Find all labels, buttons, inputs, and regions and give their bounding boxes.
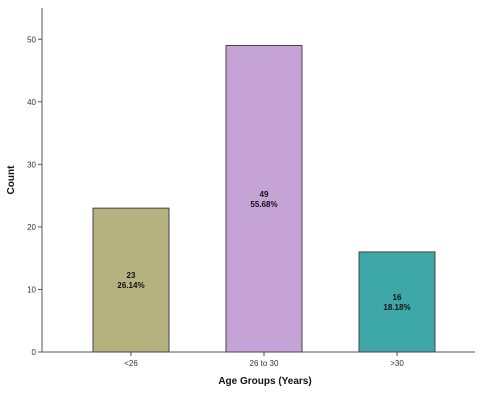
- x-axis-title: Age Groups (Years): [218, 376, 311, 387]
- y-tick-label: 10: [27, 285, 36, 294]
- x-tick-label: 26 to 30: [250, 359, 279, 368]
- bars: [92, 45, 436, 353]
- x-axis: <26 26 to 30 >30: [42, 351, 475, 368]
- y-tick-label: 50: [27, 35, 36, 44]
- y-tick-label: 0: [32, 348, 37, 357]
- bar-percent-label: 18.18%: [383, 303, 410, 312]
- y-axis: 0 10 20 30 40 50: [27, 8, 43, 357]
- x-tick-label: >30: [390, 359, 404, 368]
- y-axis-title: Count: [6, 165, 17, 195]
- bar-percent-label: 26.14%: [117, 281, 144, 290]
- y-tick-label: 20: [27, 223, 36, 232]
- bar: [92, 207, 170, 353]
- y-tick-label: 40: [27, 98, 36, 107]
- y-tick-label: 30: [27, 160, 36, 169]
- bar: [358, 251, 436, 353]
- bar-value-label: 49: [260, 190, 269, 199]
- bar-value-label: 23: [127, 271, 136, 280]
- x-tick-label: <26: [124, 359, 138, 368]
- bar-value-label: 16: [393, 293, 402, 302]
- bar-percent-label: 55.68%: [250, 200, 277, 209]
- bar: [225, 45, 303, 353]
